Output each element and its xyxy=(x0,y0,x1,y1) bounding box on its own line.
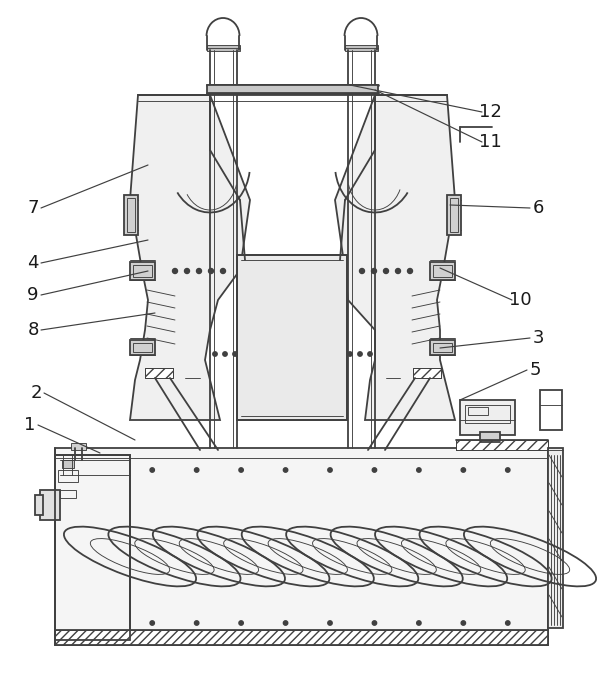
Circle shape xyxy=(197,268,202,274)
Circle shape xyxy=(407,268,413,274)
Circle shape xyxy=(461,621,466,625)
Text: 8: 8 xyxy=(28,321,38,339)
Circle shape xyxy=(233,352,237,356)
Text: 11: 11 xyxy=(479,133,502,151)
Circle shape xyxy=(213,352,217,356)
Circle shape xyxy=(416,621,421,625)
Circle shape xyxy=(368,352,372,356)
Bar xyxy=(145,368,173,378)
Text: 1: 1 xyxy=(25,416,35,434)
Bar xyxy=(124,195,138,235)
Bar xyxy=(40,490,60,520)
Bar xyxy=(456,440,548,450)
Bar xyxy=(433,343,452,352)
Circle shape xyxy=(372,468,377,472)
Circle shape xyxy=(194,468,199,472)
Bar xyxy=(413,368,441,378)
Circle shape xyxy=(328,621,332,625)
Circle shape xyxy=(239,621,244,625)
Text: 5: 5 xyxy=(529,361,541,379)
Circle shape xyxy=(461,468,466,472)
Bar xyxy=(237,255,347,420)
Bar xyxy=(430,340,455,355)
Circle shape xyxy=(221,268,226,274)
Circle shape xyxy=(239,468,244,472)
Bar xyxy=(447,195,461,235)
Bar xyxy=(207,45,240,51)
Bar xyxy=(540,390,562,430)
Bar xyxy=(55,448,548,645)
Bar xyxy=(130,262,155,280)
Text: 12: 12 xyxy=(479,103,502,121)
Bar xyxy=(468,407,488,415)
Bar xyxy=(35,495,43,515)
Bar xyxy=(430,262,455,280)
Text: 2: 2 xyxy=(30,384,42,402)
Circle shape xyxy=(371,268,377,274)
Circle shape xyxy=(283,621,288,625)
Circle shape xyxy=(359,268,365,274)
Circle shape xyxy=(395,268,401,274)
Text: 9: 9 xyxy=(27,286,39,304)
Bar xyxy=(465,405,510,423)
Circle shape xyxy=(223,352,227,356)
Text: 10: 10 xyxy=(509,291,532,309)
Circle shape xyxy=(416,468,421,472)
Bar xyxy=(71,443,86,450)
Circle shape xyxy=(283,468,288,472)
Bar xyxy=(413,368,441,378)
Bar xyxy=(62,460,74,468)
Circle shape xyxy=(209,268,214,274)
Bar xyxy=(58,470,78,482)
Bar xyxy=(345,45,378,51)
Circle shape xyxy=(506,621,510,625)
Polygon shape xyxy=(335,95,455,420)
Bar xyxy=(133,343,152,352)
Bar xyxy=(55,455,130,640)
Circle shape xyxy=(150,468,154,472)
Bar xyxy=(127,198,135,232)
Bar xyxy=(450,198,458,232)
Bar xyxy=(133,265,152,277)
Circle shape xyxy=(194,621,199,625)
Text: 7: 7 xyxy=(27,199,39,217)
Bar xyxy=(456,440,548,450)
Circle shape xyxy=(348,352,352,356)
Circle shape xyxy=(372,621,377,625)
Circle shape xyxy=(173,268,178,274)
Bar xyxy=(55,455,130,640)
Text: 3: 3 xyxy=(532,329,544,347)
Polygon shape xyxy=(130,95,250,420)
Circle shape xyxy=(328,468,332,472)
Circle shape xyxy=(506,468,510,472)
Bar xyxy=(207,85,378,93)
Bar xyxy=(433,265,452,277)
Bar xyxy=(55,630,548,645)
Bar xyxy=(237,255,347,420)
Circle shape xyxy=(383,268,389,274)
Bar xyxy=(145,368,173,378)
Bar xyxy=(55,630,548,645)
Bar xyxy=(130,340,155,355)
Bar xyxy=(548,448,563,628)
Bar xyxy=(480,432,500,442)
Text: 6: 6 xyxy=(532,199,544,217)
Bar xyxy=(60,490,76,498)
Text: 4: 4 xyxy=(27,254,39,272)
Circle shape xyxy=(185,268,190,274)
Circle shape xyxy=(358,352,362,356)
Bar xyxy=(460,400,515,435)
Circle shape xyxy=(150,621,154,625)
